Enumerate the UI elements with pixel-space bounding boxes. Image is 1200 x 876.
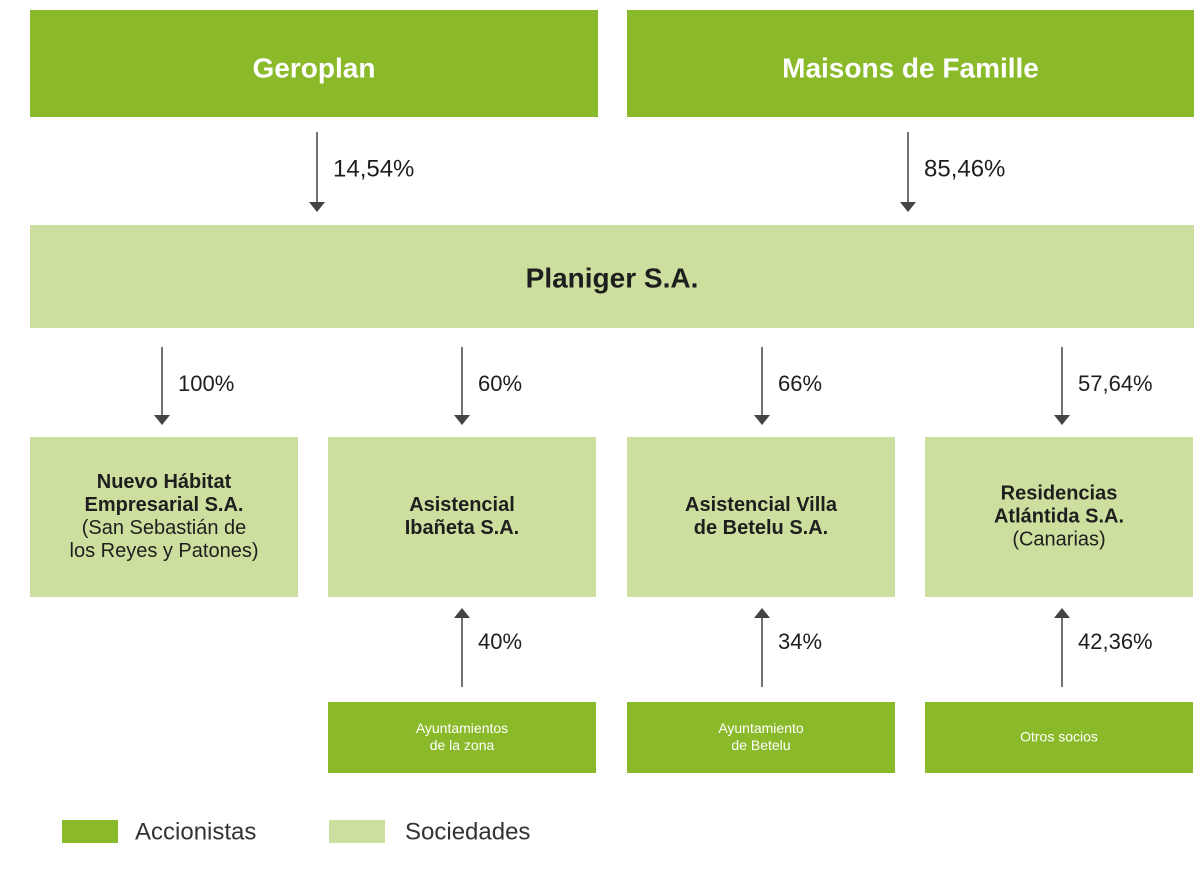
subsidiary-box: [30, 437, 298, 597]
arrow-head: [1054, 608, 1070, 618]
holding-name: Planiger S.A.: [526, 262, 699, 293]
shareholder-box: [30, 10, 598, 117]
stake-label: 34%: [778, 629, 822, 654]
stake-label: 100%: [178, 371, 234, 396]
stake-label: 66%: [778, 371, 822, 396]
arrow-head: [309, 202, 325, 212]
subsidiary-name: de Betelu S.A.: [694, 517, 828, 539]
subsidiary-name: Nuevo Hábitat: [97, 471, 232, 493]
shareholder-name: Geroplan: [253, 52, 376, 83]
stake-label: 14,54%: [333, 155, 414, 182]
arrow-head: [154, 415, 170, 425]
arrow-head: [754, 415, 770, 425]
stake-label: 60%: [478, 371, 522, 396]
legend-swatch: [329, 820, 385, 843]
stake-label: 57,64%: [1078, 371, 1153, 396]
minority-box: [328, 702, 596, 773]
minority-name: Otros socios: [1020, 729, 1098, 745]
subsidiary-detail: los Reyes y Patones): [70, 540, 259, 562]
minority-box: [627, 702, 895, 773]
legend-label: Accionistas: [135, 818, 256, 845]
arrow-head: [1054, 415, 1070, 425]
stake-label: 85,46%: [924, 155, 1005, 182]
stake-label: 40%: [478, 629, 522, 654]
arrow-head: [454, 608, 470, 618]
subsidiary-name: Residencias: [1001, 482, 1118, 504]
minority-name: Ayuntamientos: [416, 720, 508, 736]
arrow-head: [454, 415, 470, 425]
subsidiary-name: Asistencial: [409, 494, 515, 516]
subsidiary-detail: (Canarias): [1012, 528, 1105, 550]
arrow-head: [754, 608, 770, 618]
subsidiary-name: Asistencial Villa: [685, 494, 838, 516]
minority-name: de Betelu: [731, 737, 790, 753]
subsidiary-name: Ibañeta S.A.: [405, 517, 519, 539]
shareholder-box: [627, 10, 1194, 117]
legend-swatch: [62, 820, 118, 843]
subsidiary-name: Atlántida S.A.: [994, 505, 1124, 527]
minority-box: [925, 702, 1193, 773]
stake-label: 42,36%: [1078, 629, 1153, 654]
shareholder-name: Maisons de Famille: [782, 52, 1039, 83]
subsidiary-name: Empresarial S.A.: [85, 494, 244, 516]
subsidiary-detail: (San Sebastián de: [82, 517, 247, 539]
arrow-head: [900, 202, 916, 212]
holding-box: [30, 225, 1194, 328]
legend-label: Sociedades: [405, 818, 530, 845]
subsidiary-box: [925, 437, 1193, 597]
subsidiary-box: [627, 437, 895, 597]
minority-name: Ayuntamiento: [718, 720, 804, 736]
minority-name: de la zona: [430, 737, 495, 753]
subsidiary-box: [328, 437, 596, 597]
